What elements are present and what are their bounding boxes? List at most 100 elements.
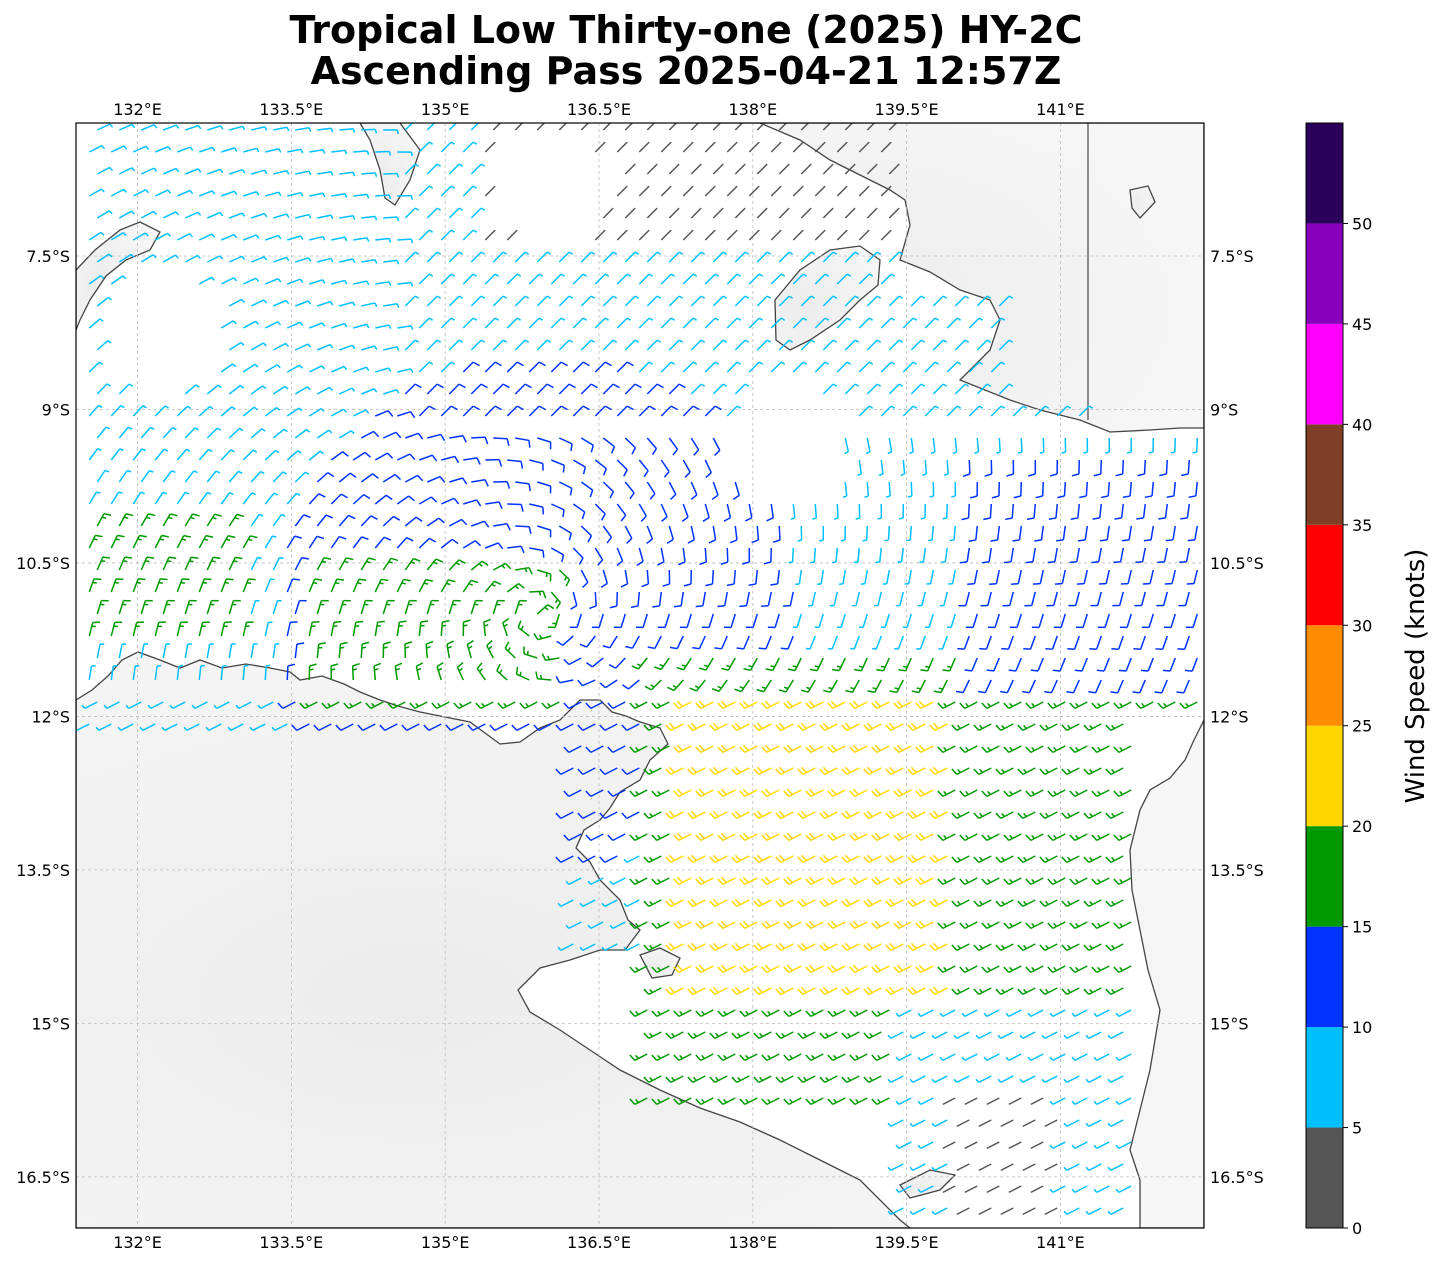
- wind-barb: [462, 229, 478, 241]
- wind-barb: [1136, 503, 1147, 520]
- wind-barb: [1141, 613, 1154, 629]
- wind-barb: [550, 591, 562, 610]
- wind-barb: [295, 170, 312, 176]
- wind-barb: [638, 273, 654, 285]
- wind-barb: [748, 317, 764, 329]
- wind-barb: [330, 493, 348, 505]
- wind-barb: [295, 213, 312, 219]
- wind-barb: [885, 942, 904, 952]
- wind-barb: [360, 430, 380, 439]
- wind-barb: [910, 339, 926, 351]
- wind-barb: [709, 1031, 728, 1040]
- wind-barb: [797, 1031, 816, 1040]
- wind-barb: [654, 657, 670, 671]
- wind-barb: [665, 722, 684, 732]
- wind-barb: [937, 789, 956, 798]
- wind-barb: [537, 525, 552, 538]
- wind-barb: [1113, 965, 1132, 974]
- wind-barb: [937, 833, 956, 842]
- wind-barb: [1061, 811, 1080, 820]
- wind-barb: [198, 621, 210, 637]
- wind-barb: [162, 513, 178, 527]
- wind-barb: [624, 339, 640, 351]
- wind-barb: [1091, 921, 1110, 930]
- wind-barb: [339, 344, 356, 351]
- wind-barb: [651, 701, 670, 710]
- wind-barb: [1063, 1075, 1080, 1084]
- wind-barb: [250, 428, 266, 439]
- wind-barb: [932, 339, 948, 351]
- wind-barb: [871, 1053, 890, 1062]
- wind-barb: [569, 613, 582, 629]
- wind-barb: [1093, 1185, 1110, 1194]
- wind-barb: [887, 1031, 904, 1040]
- wind-barb: [668, 163, 680, 175]
- wind-barb: [184, 599, 197, 615]
- wind-barb: [1113, 833, 1132, 842]
- wind-barb: [317, 170, 334, 176]
- wind-barb: [909, 437, 914, 455]
- wind-barb: [731, 854, 750, 864]
- wind-barb: [471, 436, 489, 445]
- wind-barb: [440, 538, 459, 549]
- wind-barb: [668, 295, 684, 307]
- wind-barb: [643, 811, 662, 820]
- wind-barb: [998, 383, 1014, 395]
- wind-barb: [88, 318, 104, 329]
- wind-barb: [1047, 745, 1066, 754]
- wind-barb: [374, 452, 394, 461]
- colorbar-bin: [1306, 826, 1343, 927]
- wind-barb: [849, 788, 868, 798]
- lon-tick-label-top: 135°E: [421, 100, 470, 119]
- wind-barb: [822, 251, 838, 263]
- wind-barb: [937, 877, 956, 886]
- wind-barb: [563, 833, 582, 842]
- wind-barb: [1061, 855, 1080, 864]
- wind-barb: [339, 258, 356, 264]
- wind-barb: [1039, 899, 1058, 908]
- wind-barb: [849, 876, 868, 886]
- wind-barb: [841, 898, 860, 908]
- lon-tick-label-bottom: 141°E: [1036, 1233, 1085, 1252]
- wind-barb: [842, 481, 848, 499]
- wind-barb: [357, 723, 376, 732]
- wind-barb: [1093, 1097, 1110, 1106]
- wind-barb: [440, 273, 456, 285]
- wind-barb: [929, 986, 948, 996]
- wind-barb: [220, 233, 238, 241]
- wind-barb: [316, 472, 335, 483]
- wind-barb: [382, 599, 395, 615]
- wind-barb: [1063, 1207, 1080, 1216]
- wind-barb: [924, 405, 940, 417]
- wind-barb: [665, 898, 684, 908]
- wind-barb: [917, 1053, 934, 1062]
- wind-barb: [308, 450, 324, 461]
- wind-barb: [291, 723, 310, 732]
- wind-barb: [814, 185, 826, 197]
- wind-barb: [701, 613, 714, 629]
- wind-barb: [257, 701, 274, 710]
- wind-barb: [448, 163, 464, 175]
- wind-barb: [550, 361, 568, 373]
- wind-barb: [1158, 503, 1169, 520]
- wind-barb: [871, 876, 890, 886]
- wind-barb: [624, 525, 633, 544]
- wind-barb: [154, 621, 166, 637]
- wind-barb: [898, 503, 905, 520]
- wind-barb: [775, 942, 794, 952]
- wind-barb: [602, 383, 620, 395]
- wind-barb: [739, 591, 751, 608]
- wind-barb: [383, 259, 400, 265]
- wind-barb: [978, 1119, 992, 1128]
- wind-barb: [529, 503, 545, 515]
- wind-barb: [88, 621, 101, 637]
- wind-barb: [819, 854, 838, 864]
- wind-barb: [887, 1163, 904, 1172]
- wind-barb: [220, 664, 227, 681]
- wind-barb: [1069, 921, 1088, 930]
- wind-barb: [783, 876, 802, 886]
- wind-barb: [885, 810, 904, 820]
- wind-barb: [844, 207, 856, 219]
- wind-barb: [580, 251, 596, 263]
- wind-barb: [436, 662, 444, 681]
